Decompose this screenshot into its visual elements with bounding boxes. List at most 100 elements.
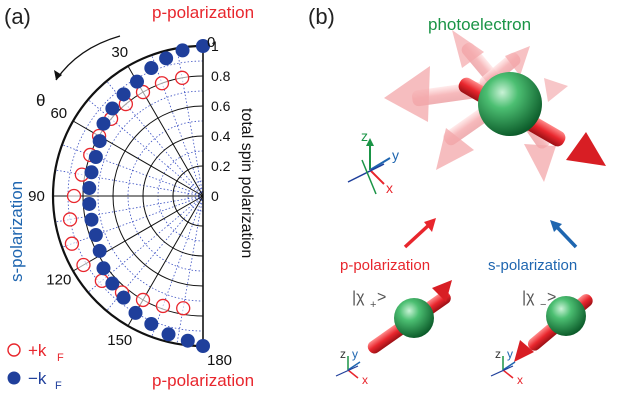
grid-ray-minor [55,195,204,223]
axes-small-right: z y x [490,347,523,387]
data-point-plus-kf [154,76,170,91]
radial-tick-label: 0.4 [211,128,231,144]
photoelectron-sphere [478,72,542,136]
angle-tick-label: 0 [207,34,215,51]
data-point-minus-kf [105,101,120,116]
grid-ray-minor [176,48,204,197]
grid-ray-minor [106,80,204,197]
radial-tick-label: 0.8 [211,68,231,84]
data-point-minus-kf [144,316,159,331]
data-point-plus-kf [66,188,82,204]
grid-ray-minor [106,195,204,312]
p-pol-indicator [403,218,436,249]
grid-ray-minor [55,169,204,197]
grid-ray-minor [151,195,204,338]
data-point-plus-kf [76,257,91,273]
state-minus-close: > [547,289,556,306]
state-plus: |χ + > [352,280,452,354]
state-plus-close: > [377,289,386,306]
state-plus-sphere [394,298,434,338]
panel-b: (b) photoelectron [308,4,606,387]
p-pol-label: p-polarization [340,257,430,274]
state-minus-label: |χ [522,289,535,306]
data-point-plus-kf [155,298,171,314]
pol-left-label: s-polarization [7,181,26,282]
data-point-minus-kf [128,305,143,320]
data-point-minus-kf [96,261,111,276]
data-point-minus-kf [116,290,131,305]
angle-tick-label: 60 [50,105,67,122]
radial-tick-label: 0.6 [211,98,231,114]
state-minus-sphere [546,296,586,336]
data-point-minus-kf [84,212,99,227]
s-pol-indicator [550,220,578,249]
grid-ray-major [72,195,204,272]
radial-tick-label: 0.2 [211,158,231,174]
grid-ray-minor [61,195,204,248]
legend-minus-kf-sub: F [55,380,62,392]
data-point-minus-kf [196,39,210,53]
data-point-plus-kf [135,292,151,308]
data-point-minus-kf [96,116,111,131]
axes-main: z y x [347,128,399,196]
data-point-minus-kf [180,333,195,348]
radial-tick-label: 0 [211,188,219,204]
data-point-minus-kf [116,87,131,102]
s-pol-label: s-polarization [488,257,577,274]
polar-marks [62,39,210,353]
small-left-y: y [352,347,358,361]
state-plus-label: |χ [352,289,365,306]
angle-tick-label: 120 [46,271,71,288]
angle-tick-label: 30 [111,44,128,61]
small-right-y: y [507,347,513,361]
small-left-x: x [362,373,368,387]
state-minus: |χ − > [514,289,593,362]
data-point-minus-kf [161,327,176,342]
theta-arrowhead [54,70,62,80]
state-plus-sub: + [370,299,376,311]
legend-plus-kf-sub: F [57,352,64,364]
panel-a-label: (a) [4,4,31,29]
data-point-minus-kf [88,227,103,242]
data-point-minus-kf [92,243,107,258]
grid-ray-minor [87,99,204,197]
data-point-minus-kf [84,165,99,180]
small-left-z: z [340,347,346,361]
data-point-minus-kf [144,61,159,76]
radial-axis-label: total spin polarization [238,108,255,258]
axis-z-label: z [361,128,368,144]
radial-tick-label: 1 [211,38,219,54]
grid-arc-minor [127,120,204,272]
grid-ray-minor [61,144,204,197]
pol-bottom-label: p-polarization [152,371,254,390]
data-point-minus-kf [88,150,103,165]
data-point-minus-kf [175,43,190,58]
grid-ray-minor [151,54,204,197]
legend: +k F −k F [7,341,64,392]
data-point-minus-kf [82,181,97,196]
data-point-minus-kf [92,134,107,149]
legend-plus-kf-text: +k [28,341,47,360]
data-point-minus-kf [82,196,97,211]
theta-label: θ [36,91,45,110]
data-point-plus-kf [62,212,78,227]
axes-small-left: z y x [335,347,368,387]
state-minus-sub: − [540,299,546,311]
angle-tick-label: 180 [207,352,232,369]
panel-a: (a) 0 30 60 90 120 150 180 1 0.8 0.6 0.4 0.2 0 p-pol… [4,3,255,392]
data-point-minus-kf [130,74,144,89]
small-right-z: z [495,347,501,361]
data-point-minus-kf [196,339,210,353]
data-point-plus-kf [175,70,190,85]
data-point-minus-kf [105,276,120,291]
axis-y-label: y [392,147,399,163]
data-point-plus-kf [176,301,191,316]
grid-ray-minor [176,195,204,344]
angle-tick-label: 90 [28,188,45,205]
data-point-plus-kf [135,84,151,100]
panel-b-label: (b) [308,4,335,29]
legend-open-circle-icon [7,343,21,357]
data-point-plus-kf [64,236,80,251]
small-right-x: x [517,373,523,387]
